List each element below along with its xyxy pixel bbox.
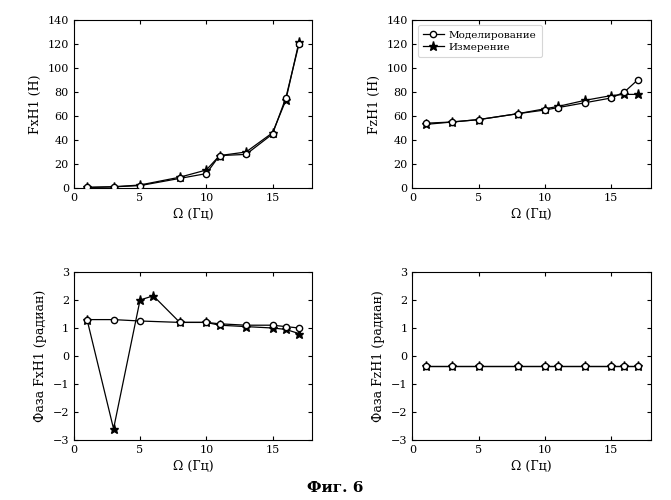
X-axis label: Ω (Гц): Ω (Гц) — [172, 460, 213, 473]
X-axis label: Ω (Гц): Ω (Гц) — [511, 460, 552, 473]
Y-axis label: FxH1 (Н): FxH1 (Н) — [29, 74, 42, 134]
X-axis label: Ω (Гц): Ω (Гц) — [511, 208, 552, 222]
Y-axis label: Фаза FxH1 (радиан): Фаза FxH1 (радиан) — [34, 290, 47, 422]
Y-axis label: Фаза FzH1 (радиан): Фаза FzH1 (радиан) — [372, 290, 386, 422]
Text: Фиг. 6: Фиг. 6 — [307, 481, 364, 495]
X-axis label: Ω (Гц): Ω (Гц) — [172, 208, 213, 222]
Legend: Моделирование, Измерение: Моделирование, Измерение — [417, 25, 541, 58]
Y-axis label: FzH1 (Н): FzH1 (Н) — [368, 74, 380, 134]
